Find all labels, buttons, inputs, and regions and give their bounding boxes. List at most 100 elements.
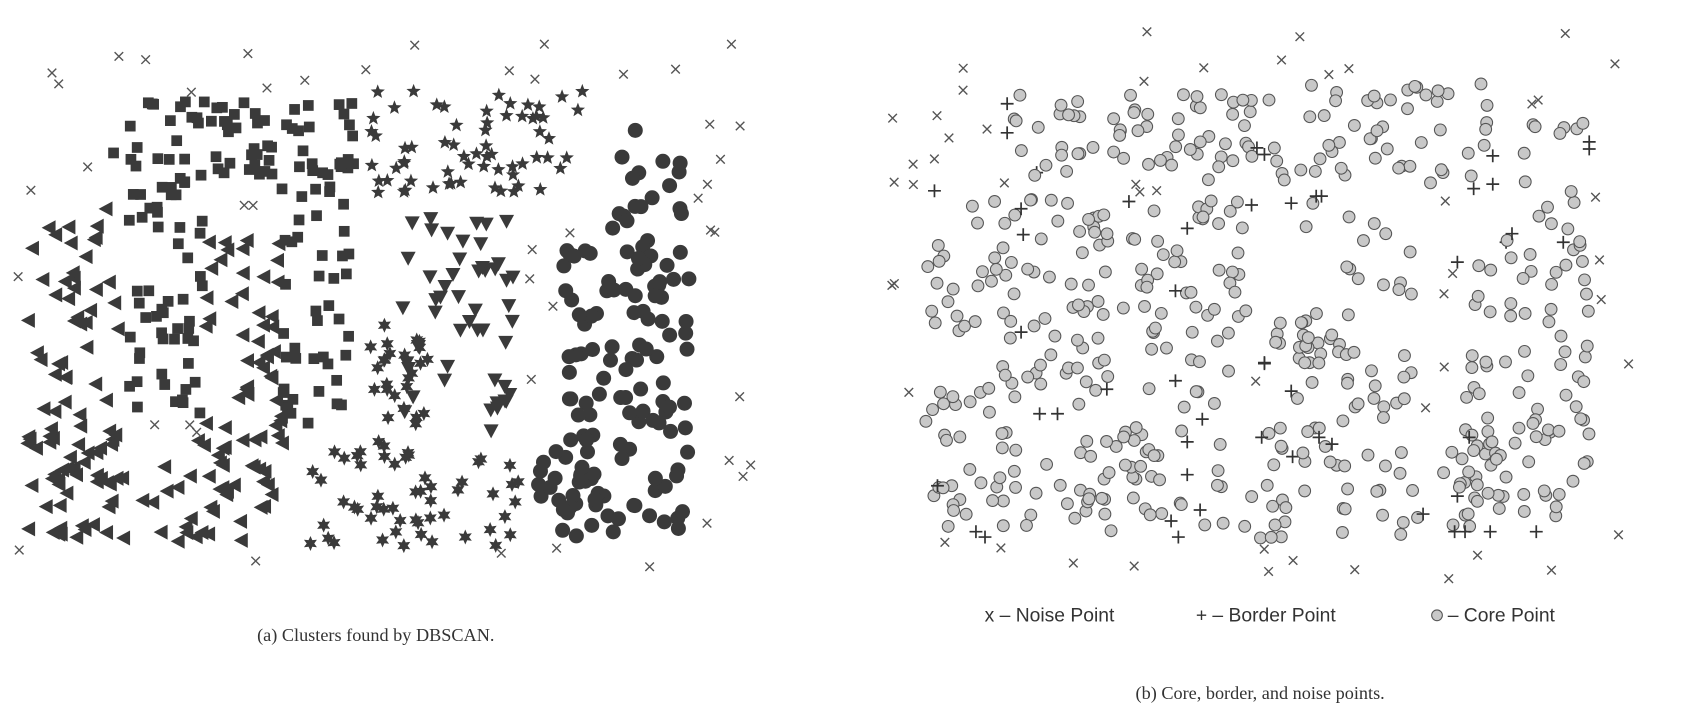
core-point xyxy=(1545,277,1559,291)
circle-point xyxy=(674,504,690,520)
core-point xyxy=(993,471,1007,485)
border-point xyxy=(1312,430,1326,444)
triangle-point xyxy=(199,415,213,431)
circle-point xyxy=(578,395,594,411)
core-point xyxy=(1262,426,1276,440)
noise-point xyxy=(262,83,272,93)
core-point xyxy=(1245,149,1259,163)
core-point xyxy=(1198,518,1212,532)
noise-point xyxy=(140,54,151,65)
core-point xyxy=(1145,342,1159,356)
core-point xyxy=(1038,312,1052,325)
circle-point xyxy=(591,386,607,402)
core-point xyxy=(1303,110,1317,124)
border-point xyxy=(1000,126,1014,140)
square-point xyxy=(140,312,152,323)
core-point xyxy=(1193,135,1207,149)
core-point xyxy=(1347,119,1361,132)
triangle-point xyxy=(251,305,266,321)
square-point xyxy=(124,331,136,343)
square-point xyxy=(280,278,291,290)
star-point xyxy=(541,131,557,145)
core-point xyxy=(1098,265,1112,279)
triangle-point xyxy=(271,236,286,252)
triangle-point xyxy=(80,445,95,461)
star-point xyxy=(378,352,392,368)
core-point xyxy=(1322,138,1336,152)
border-point xyxy=(1180,221,1194,235)
square-point xyxy=(148,98,159,110)
triangle-point xyxy=(183,511,198,527)
core-point xyxy=(1204,194,1218,208)
noise-point xyxy=(565,228,575,238)
core-point xyxy=(1528,120,1542,134)
square-point xyxy=(338,198,349,210)
square-point xyxy=(156,181,168,193)
triangle-point xyxy=(79,339,94,355)
border-point xyxy=(1051,407,1064,421)
triangle-point xyxy=(28,440,43,456)
core-point xyxy=(1541,423,1555,437)
triangle-point xyxy=(41,220,56,236)
circle-point xyxy=(531,477,547,493)
core-point xyxy=(1124,88,1137,102)
core-point xyxy=(1334,161,1348,175)
core-point xyxy=(1532,209,1546,223)
circle-point xyxy=(624,170,640,186)
square-point xyxy=(218,167,230,179)
border-point xyxy=(1000,97,1014,111)
square-point xyxy=(344,119,355,131)
core-point xyxy=(1419,88,1433,102)
noise-point xyxy=(1142,26,1152,37)
star-point xyxy=(378,448,391,464)
square-point xyxy=(135,189,146,200)
noise-point xyxy=(1420,403,1431,413)
triangle-point xyxy=(98,201,113,217)
triangle-point xyxy=(198,318,213,334)
triangle-point xyxy=(489,401,505,416)
square-point xyxy=(156,368,168,380)
core-point xyxy=(1471,289,1485,303)
noise-point xyxy=(548,301,558,312)
core-point xyxy=(998,368,1012,382)
triangle-point xyxy=(57,273,72,290)
triangle-point xyxy=(25,240,39,256)
star-point xyxy=(370,499,384,515)
circle-point xyxy=(666,271,682,287)
square-point xyxy=(189,376,201,388)
triangle-point xyxy=(240,353,254,369)
triangle-point xyxy=(159,483,174,499)
core-point xyxy=(1009,114,1023,128)
core-point xyxy=(988,195,1002,208)
core-point xyxy=(1368,151,1382,165)
star-point xyxy=(503,527,517,543)
core-point xyxy=(1071,95,1085,108)
square-point xyxy=(157,333,169,345)
triangle-point xyxy=(102,476,117,492)
triangle-point xyxy=(73,418,88,434)
core-point xyxy=(1061,196,1074,210)
core-point xyxy=(985,274,998,288)
border-point xyxy=(1467,182,1481,196)
noise-point xyxy=(1613,530,1624,540)
square-point xyxy=(184,315,195,327)
core-point xyxy=(1370,124,1384,138)
core-point xyxy=(1007,287,1021,301)
core-point xyxy=(1134,459,1148,473)
square-point xyxy=(179,153,191,165)
noise-point xyxy=(932,110,942,121)
core-point xyxy=(1239,304,1253,318)
core-point xyxy=(1564,185,1578,198)
star-point xyxy=(498,509,512,525)
noise-point xyxy=(1610,59,1620,69)
core-point xyxy=(1553,126,1567,140)
star-point xyxy=(437,507,451,523)
square-point xyxy=(343,248,355,260)
square-point xyxy=(251,149,263,160)
star-point xyxy=(364,510,378,526)
core-point xyxy=(1508,436,1522,450)
core-point xyxy=(1223,204,1237,218)
core-point xyxy=(1367,392,1381,405)
square-point xyxy=(194,227,206,239)
